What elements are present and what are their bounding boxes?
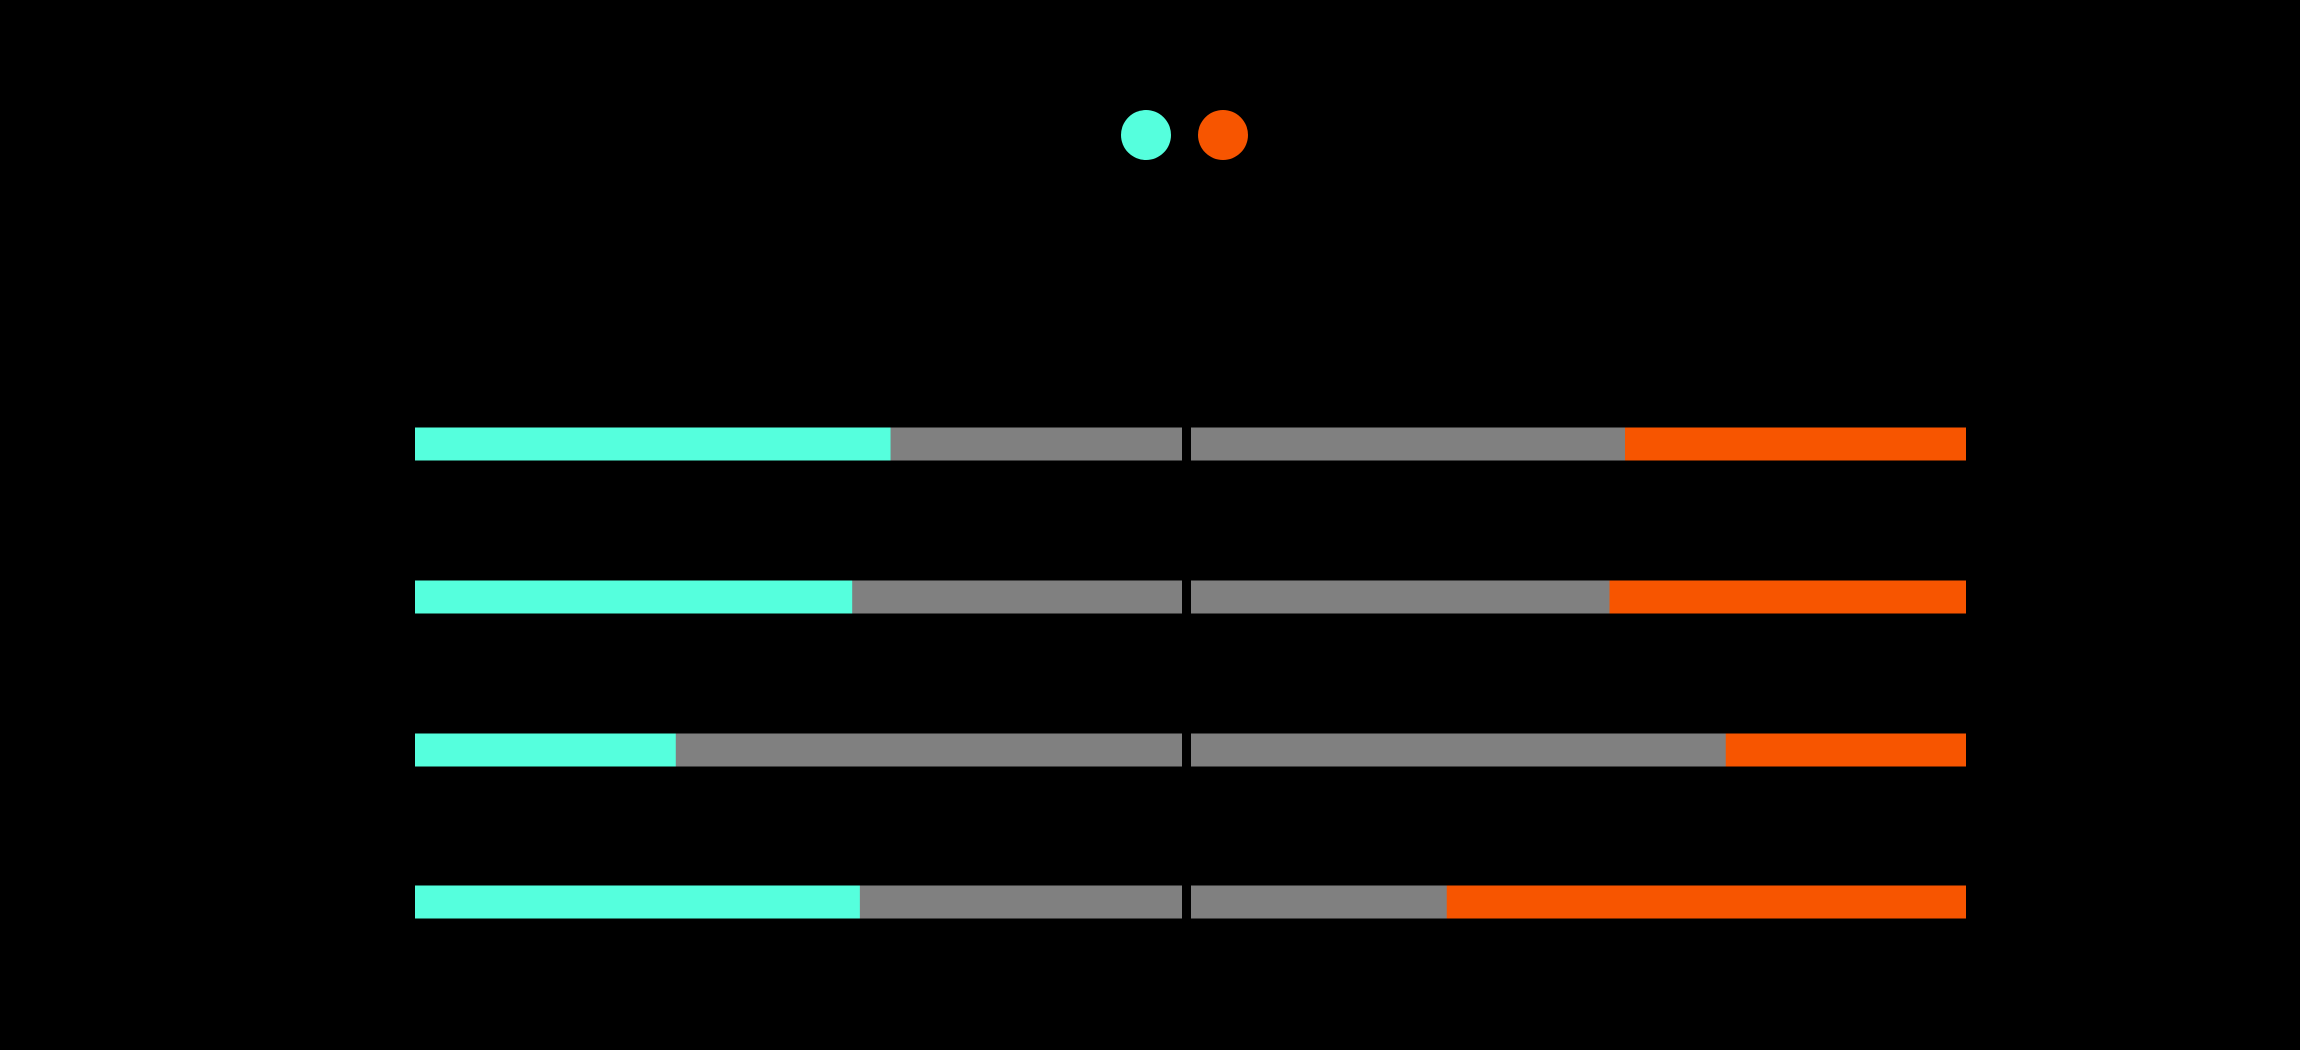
bar: [1446, 885, 1966, 919]
bar: [415, 580, 853, 614]
legend-marker: [1198, 110, 1248, 160]
bar: [415, 885, 860, 919]
bar: [1625, 427, 1966, 461]
legend-marker: [1121, 110, 1171, 160]
bar: [1609, 580, 1966, 614]
bar: [415, 733, 676, 767]
bar: [415, 427, 891, 461]
bar: [1725, 733, 1966, 767]
